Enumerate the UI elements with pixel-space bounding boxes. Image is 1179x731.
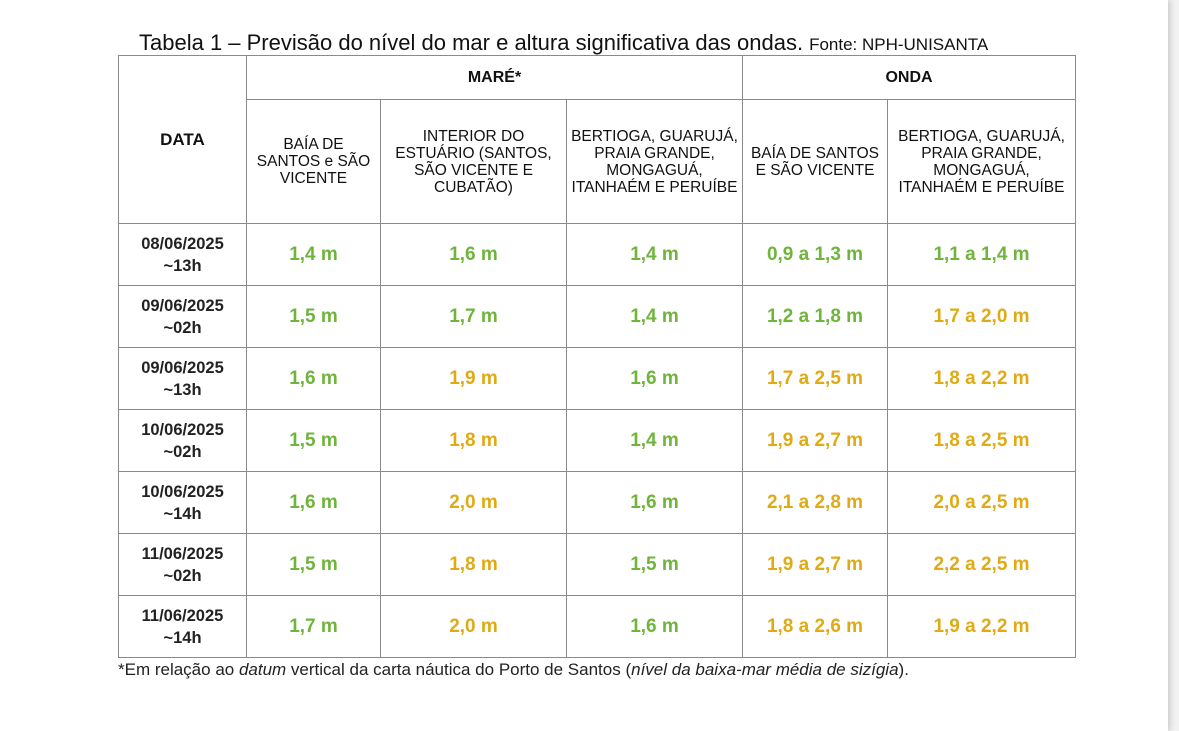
table-row: 11/06/2025 ~14h 1,7 m 2,0 m 1,6 m 1,8 a 2,6 m… — [118, 595, 1077, 658]
table-caption: Tabela 1 – Previsão do nível do mar e al… — [139, 30, 988, 58]
column-header-tide-estuary: INTERIOR DO ESTUÁRIO (SANTOS, SÃO VICENT… — [380, 99, 567, 224]
date-cell: 10/06/2025 ~02h — [118, 409, 247, 472]
value-cell: 1,8 m — [380, 533, 567, 596]
value-cell: 1,7 m — [246, 595, 381, 658]
date-cell: 09/06/2025 ~02h — [118, 285, 247, 348]
column-header-wave-santos: BAÍA DE SANTOS E SÃO VICENTE — [742, 99, 888, 224]
date-cell: 09/06/2025 ~13h — [118, 347, 247, 410]
value-cell: 1,4 m — [566, 223, 743, 286]
value-cell: 1,9 a 2,2 m — [886, 595, 1077, 658]
header-row-groups: DATA MARÉ* ONDA — [118, 55, 1077, 224]
value-cell: 1,6 m — [566, 471, 743, 534]
table-row: 08/06/2025 ~13h 1,4 m 1,6 m 1,4 m 0,9 a 1,3 m… — [118, 223, 1077, 286]
date-cell: 11/06/2025 ~14h — [118, 595, 247, 658]
date-value: 10/06/2025 — [141, 482, 224, 501]
value-cell: 2,0 m — [380, 471, 567, 534]
date-value: 11/06/2025 — [141, 606, 224, 625]
date-value: 08/06/2025 — [141, 234, 224, 253]
value-cell: 1,6 m — [566, 595, 743, 658]
date-cell: 11/06/2025 ~02h — [118, 533, 247, 596]
table-row: 09/06/2025 ~13h 1,6 m 1,9 m 1,6 m 1,7 a 2,5 m… — [118, 347, 1077, 410]
date-value: 09/06/2025 — [141, 358, 224, 377]
table-row: 10/06/2025 ~02h 1,5 m 1,8 m 1,4 m 1,9 a 2,7 m… — [118, 409, 1077, 472]
value-cell: 1,9 a 2,7 m — [742, 409, 888, 472]
value-cell: 1,9 a 2,7 m — [742, 533, 888, 596]
value-cell: 1,5 m — [246, 533, 381, 596]
time-value: ~14h — [163, 504, 202, 523]
time-value: ~13h — [163, 380, 202, 399]
value-cell: 1,9 m — [380, 347, 567, 410]
value-cell: 1,5 m — [246, 409, 381, 472]
caption-title: Tabela 1 – Previsão do nível do mar e al… — [139, 30, 804, 55]
date-value: 10/06/2025 — [141, 420, 224, 439]
wave-group-header: ONDA — [741, 55, 1077, 100]
time-value: ~02h — [163, 442, 202, 461]
value-cell: 1,7 a 2,5 m — [742, 347, 888, 410]
time-value: ~02h — [163, 566, 202, 585]
date-cell: 10/06/2025 ~14h — [118, 471, 247, 534]
value-cell: 1,7 m — [380, 285, 567, 348]
value-cell: 0,9 a 1,3 m — [742, 223, 888, 286]
date-column-header: DATA — [118, 55, 247, 224]
value-cell: 1,7 a 2,0 m — [886, 285, 1077, 348]
column-header-tide-coast: BERTIOGA, GUARUJÁ, PRAIA GRANDE, MONGAGU… — [566, 99, 743, 224]
value-cell: 1,1 a 1,4 m — [886, 223, 1077, 286]
table-row: 11/06/2025 ~02h 1,5 m 1,8 m 1,5 m 1,9 a 2,7 m… — [118, 533, 1077, 596]
time-value: ~13h — [163, 256, 202, 275]
value-cell: 2,1 a 2,8 m — [742, 471, 888, 534]
value-cell: 2,0 a 2,5 m — [886, 471, 1077, 534]
table-row: 09/06/2025 ~02h 1,5 m 1,7 m 1,4 m 1,2 a 1,8 m… — [118, 285, 1077, 348]
value-cell: 1,6 m — [246, 471, 381, 534]
value-cell: 1,8 m — [380, 409, 567, 472]
time-value: ~14h — [163, 628, 202, 647]
value-cell: 1,8 a 2,6 m — [742, 595, 888, 658]
value-cell: 1,6 m — [380, 223, 567, 286]
value-cell: 1,5 m — [566, 533, 743, 596]
value-cell: 1,6 m — [566, 347, 743, 410]
date-value: 11/06/2025 — [141, 544, 224, 563]
value-cell: 1,2 a 1,8 m — [742, 285, 888, 348]
date-value: 09/06/2025 — [141, 296, 224, 315]
value-cell: 1,4 m — [246, 223, 381, 286]
date-cell: 08/06/2025 ~13h — [118, 223, 247, 286]
header-row-columns: BAÍA DE SANTOS e SÃO VICENTE INTERIOR DO… — [119, 99, 1077, 224]
table-row: 10/06/2025 ~14h 1,6 m 2,0 m 1,6 m 2,1 a 2,8 m… — [118, 471, 1077, 534]
tide-group-header: MARÉ* — [246, 55, 743, 100]
footnote: *Em relação ao datum vertical da carta n… — [118, 660, 909, 679]
value-cell: 1,8 a 2,5 m — [886, 409, 1077, 472]
value-cell: 1,4 m — [566, 409, 743, 472]
value-cell: 1,6 m — [246, 347, 381, 410]
column-header-wave-coast: BERTIOGA, GUARUJÁ, PRAIA GRANDE, MONGAGU… — [886, 99, 1077, 224]
value-cell: 1,8 a 2,2 m — [886, 347, 1077, 410]
caption-source: Fonte: NPH-UNISANTA — [809, 35, 989, 54]
forecast-table: DATA MARÉ* ONDA BAÍA DE SANTOS e SÃO VIC… — [118, 55, 1077, 658]
value-cell: 1,4 m — [566, 285, 743, 348]
value-cell: 2,0 m — [380, 595, 567, 658]
column-header-tide-santos: BAÍA DE SANTOS e SÃO VICENTE — [246, 99, 381, 224]
time-value: ~02h — [163, 318, 202, 337]
value-cell: 2,2 a 2,5 m — [886, 533, 1077, 596]
value-cell: 1,5 m — [246, 285, 381, 348]
